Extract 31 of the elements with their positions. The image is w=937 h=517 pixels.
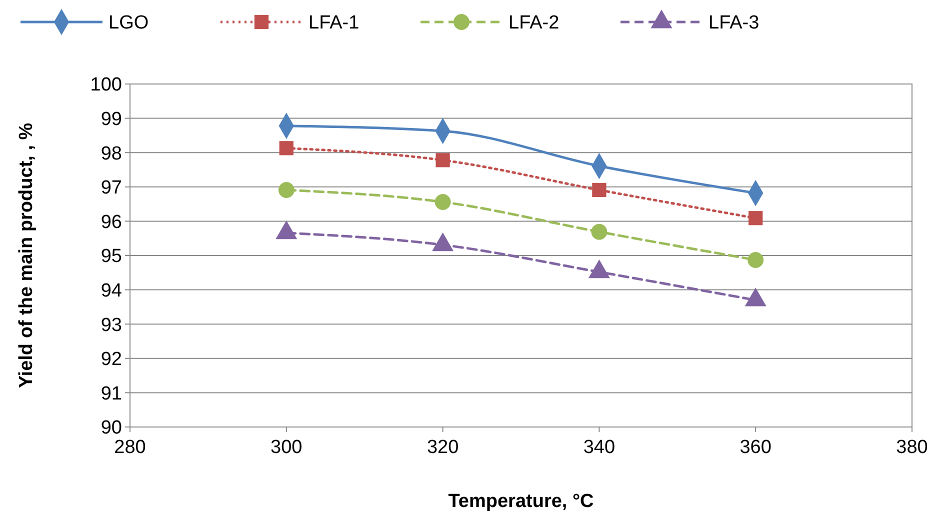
y-tick-label: 92 (100, 349, 122, 370)
y-tick-label: 97 (100, 178, 122, 199)
point (591, 224, 608, 240)
x-tick-label: 340 (583, 437, 616, 458)
y-axis-title: Yield of the main product, , % (16, 122, 37, 388)
legend-label: LFA-3 (708, 12, 760, 34)
point (748, 211, 763, 226)
x-axis-title: Temperature, °C (448, 491, 594, 512)
y-tick-label: 93 (100, 314, 122, 336)
legend-label: LGO (108, 12, 149, 34)
y-tick-label: 95 (100, 246, 122, 268)
x-tick-label: 300 (270, 437, 302, 458)
y-tick-label: 96 (100, 212, 122, 233)
x-tick-label: 360 (740, 437, 772, 458)
point (592, 182, 606, 198)
y-tick-label: 99 (100, 108, 122, 130)
y-tick-label: 91 (100, 383, 122, 404)
legend-label: LFA-2 (508, 12, 560, 34)
point (436, 153, 450, 168)
x-tick-label: 320 (426, 437, 459, 458)
point (279, 141, 294, 156)
point (748, 252, 764, 268)
y-tick-label: 90 (100, 418, 122, 439)
y-tick-label: 94 (100, 280, 122, 302)
legend-label: LFA-1 (308, 12, 360, 34)
x-tick-label: 380 (896, 437, 928, 458)
y-tick-label: 98 (100, 143, 122, 164)
x-tick-label: 280 (114, 437, 146, 458)
point (278, 182, 294, 198)
y-tick-label: 100 (90, 74, 122, 96)
point (434, 194, 451, 210)
